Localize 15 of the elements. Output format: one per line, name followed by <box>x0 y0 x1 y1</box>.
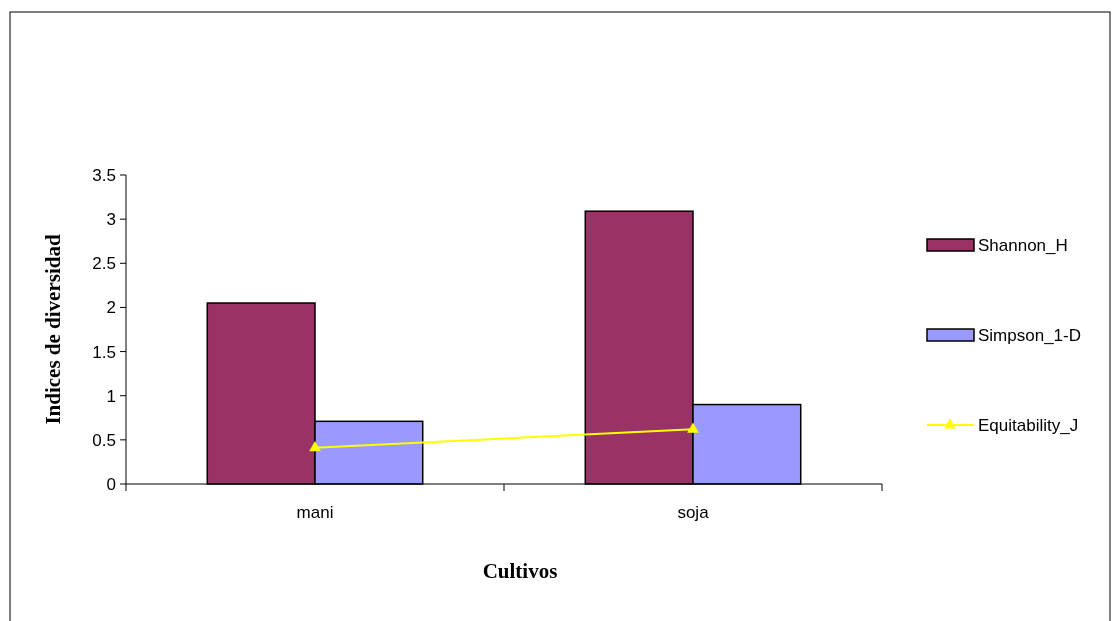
x-axis-title: Cultivos <box>482 559 558 583</box>
y-tick-label: 3.5 <box>92 165 116 185</box>
y-tick-label: 2 <box>106 298 116 318</box>
y-axis-title: Indices de diversidad <box>41 234 65 425</box>
y-tick-label: 1 <box>106 386 116 406</box>
legend-label: Equitability_J <box>978 415 1079 435</box>
y-tick-label: 1.5 <box>92 342 116 362</box>
y-tick-label: 0.5 <box>92 430 116 450</box>
legend-label: Simpson_1-D <box>978 325 1081 345</box>
y-tick-label: 0 <box>106 474 116 494</box>
y-tick-label: 3 <box>106 210 116 230</box>
x-tick-label: soja <box>677 503 710 522</box>
y-tick-label: 2.5 <box>92 254 116 274</box>
x-tick-label: mani <box>296 503 334 522</box>
legend-label: Shannon_H <box>978 235 1068 255</box>
